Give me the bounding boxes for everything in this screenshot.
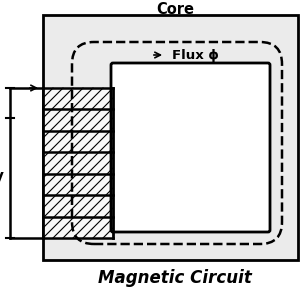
Text: V: V: [0, 171, 3, 185]
Bar: [43, 88, 113, 238]
Text: Magnetic Circuit: Magnetic Circuit: [98, 269, 252, 287]
Text: Core: Core: [156, 3, 194, 18]
Text: Flux ϕ: Flux ϕ: [171, 49, 218, 61]
FancyBboxPatch shape: [111, 63, 270, 232]
Bar: [43, 15, 298, 260]
